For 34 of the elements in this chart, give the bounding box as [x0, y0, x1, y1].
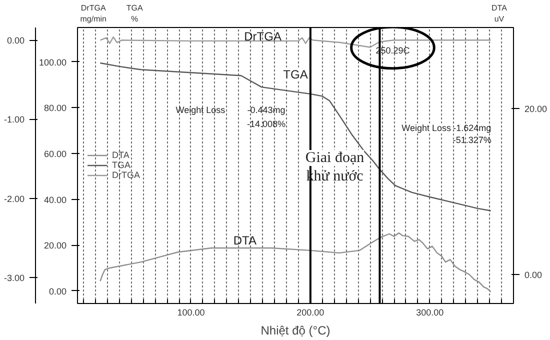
annotation: TGA	[283, 67, 308, 82]
legend-label: TGA	[112, 160, 132, 170]
annotation: DTA	[233, 234, 256, 248]
annotation: -0.443mg	[247, 105, 286, 116]
annotation: Weight Loss	[402, 123, 452, 134]
y-tick-label: 0.00	[48, 286, 67, 296]
y2-tick-label: 20.00	[524, 104, 548, 114]
annotation: -51.327%	[452, 134, 492, 145]
x-axis-title: Nhiệt độ (°C)	[260, 324, 330, 338]
annotation: Giai đoạn	[305, 150, 365, 166]
line-series	[100, 62, 492, 212]
y3-tick-label: -3.00	[4, 272, 24, 283]
y3-axis-title: DrTGA mg/min	[80, 4, 106, 24]
annotation: DrTGA	[244, 30, 282, 44]
x-tick-label: 200.00	[296, 308, 324, 318]
y-axis-title: TGA %	[126, 4, 144, 24]
y-tick-label: 40.00	[44, 194, 67, 205]
x-tick-label: 100.00	[177, 308, 205, 318]
annotation: -14.008%	[247, 118, 286, 129]
legend-label: DrTGA	[112, 170, 140, 180]
y-tick-label: 20.00	[44, 240, 67, 251]
x-tick-label: 300.00	[416, 308, 444, 318]
annotation: -1.624mg	[453, 123, 492, 134]
y3-tick-label: -2.00	[4, 194, 24, 204]
line-series	[100, 232, 492, 292]
y2-tick-label: 0.00	[524, 270, 542, 280]
y2-axis-title: DTA uV	[492, 4, 508, 24]
y3-tick-label: 0.00	[6, 36, 25, 46]
y-tick-label: 100.00	[38, 57, 67, 68]
y-tick-label: 60.00	[44, 148, 67, 159]
y-tick-label: 80.00	[44, 103, 67, 114]
legend-label: DTA	[112, 150, 130, 160]
y3-tick-label: -1.00	[4, 114, 24, 125]
annotation: Weight Loss	[176, 105, 226, 116]
